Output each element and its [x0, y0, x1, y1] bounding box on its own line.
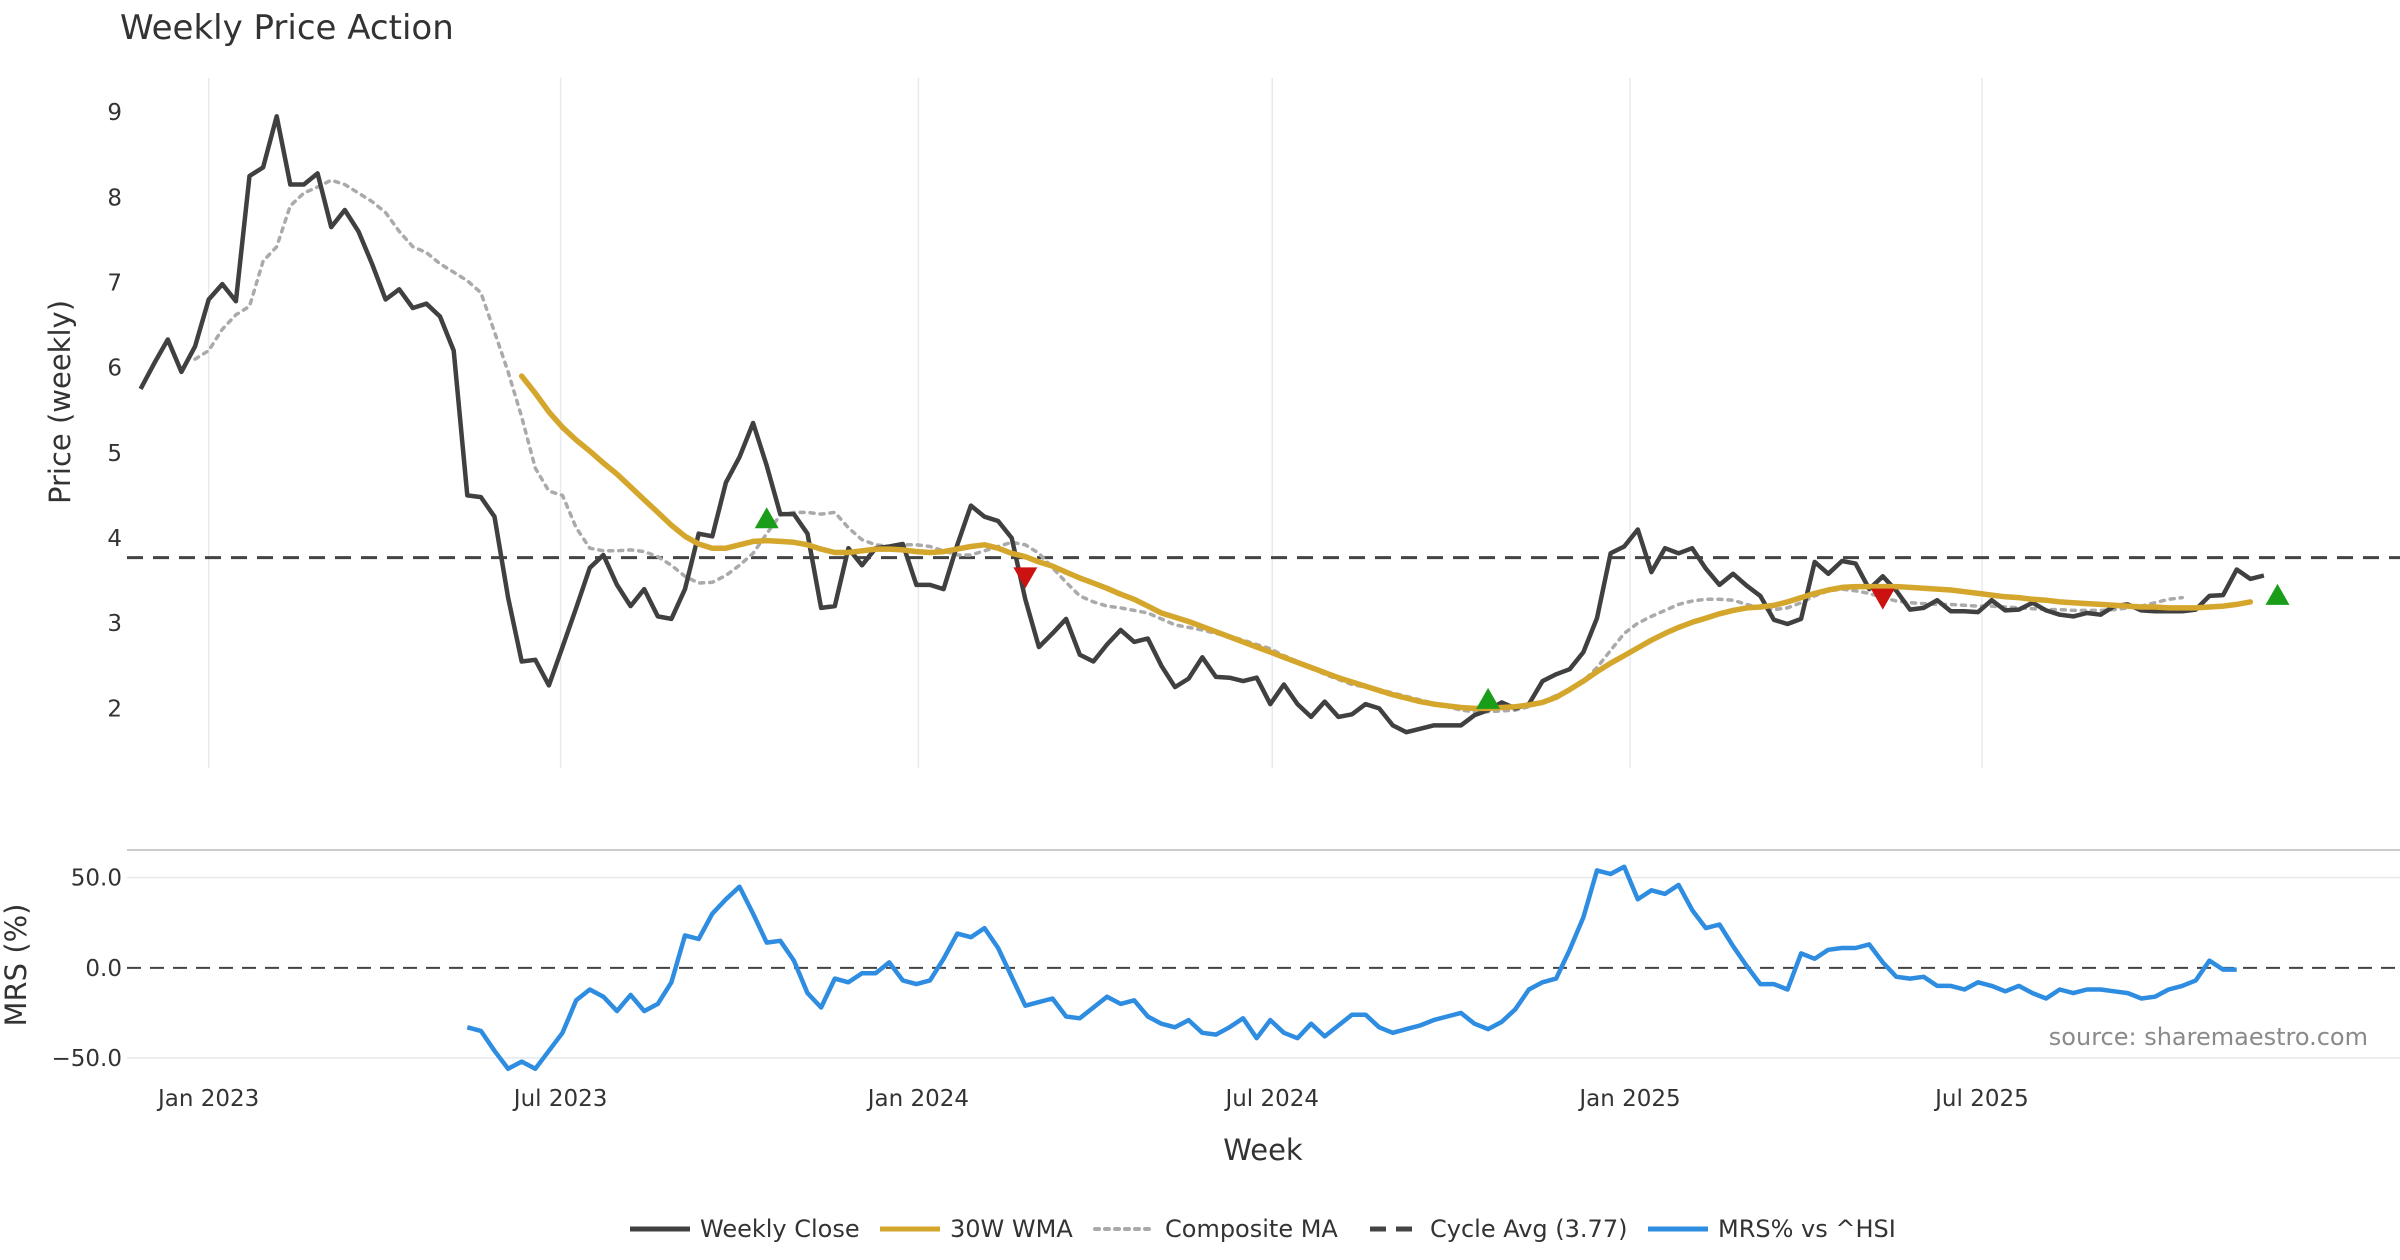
- chart-title: Weekly Price Action: [120, 8, 454, 48]
- price-y-tick-label: 7: [107, 270, 122, 296]
- price-series: [127, 114, 2400, 735]
- x-tick-label: Jul 2023: [512, 1086, 608, 1112]
- source-label: source: sharemaestro.com: [2049, 1023, 2368, 1051]
- price-y-tick-label: 6: [107, 356, 122, 382]
- legend-label: Cycle Avg (3.77): [1430, 1215, 1627, 1243]
- series-composite-ma: [193, 178, 2184, 714]
- legend-label: MRS% vs ^HSI: [1718, 1215, 1896, 1243]
- price-y-tick-label: 2: [107, 696, 122, 722]
- price-grid: [207, 78, 1983, 768]
- signal-markers: [754, 507, 2290, 709]
- mrs-y-tick-label: 50.0: [71, 866, 122, 892]
- price-y-ticks: 2 3 4 5 6 7 8 9: [107, 100, 122, 722]
- mrs-y-tick-label: −50.0: [52, 1046, 122, 1072]
- price-y-tick-label: 8: [107, 185, 122, 211]
- mrs-grid: [127, 876, 2400, 1059]
- price-y-tick-label: 3: [107, 611, 122, 637]
- price-y-axis-title: Price (weekly): [43, 300, 77, 504]
- buy-signal-marker: [754, 507, 779, 529]
- buy-signal-marker: [2265, 583, 2290, 605]
- x-tick-label: Jul 2024: [1223, 1086, 1319, 1112]
- mrs-y-tick-label: 0.0: [85, 956, 122, 982]
- mrs-y-axis-title: MRS (%): [0, 904, 33, 1027]
- series-30w-wma: [518, 373, 2254, 712]
- x-axis-title: Week: [1223, 1133, 1303, 1167]
- x-tick-label: Jan 2025: [1577, 1086, 1680, 1112]
- legend-label: 30W WMA: [950, 1215, 1073, 1243]
- price-y-tick-label: 9: [107, 100, 122, 126]
- mrs-y-ticks: 50.0 0.0 −50.0: [52, 866, 122, 1072]
- sell-signal-marker: [1870, 588, 1895, 610]
- x-tick-label: Jan 2023: [156, 1086, 259, 1112]
- x-tick-label: Jan 2024: [866, 1086, 969, 1112]
- sell-signal-marker: [1013, 567, 1038, 589]
- series-mrs-vs-hsi: [466, 864, 2237, 1072]
- price-y-tick-label: 4: [107, 526, 122, 552]
- buy-signal-marker: [1476, 687, 1501, 709]
- mrs-series: [466, 864, 2237, 1072]
- legend-label: Weekly Close: [700, 1215, 860, 1243]
- series-weekly-close: [138, 114, 2265, 735]
- x-tick-label: Jul 2025: [1933, 1086, 2029, 1112]
- price-y-tick-label: 5: [107, 441, 122, 467]
- legend: Weekly Close 30W WMA Composite MA Cycle Avg…: [630, 1215, 1896, 1243]
- legend-label: Composite MA: [1165, 1215, 1338, 1243]
- x-ticks: Jan 2023 Jul 2023 Jan 2024 Jul 2024 Jan 2025…: [156, 1086, 2029, 1112]
